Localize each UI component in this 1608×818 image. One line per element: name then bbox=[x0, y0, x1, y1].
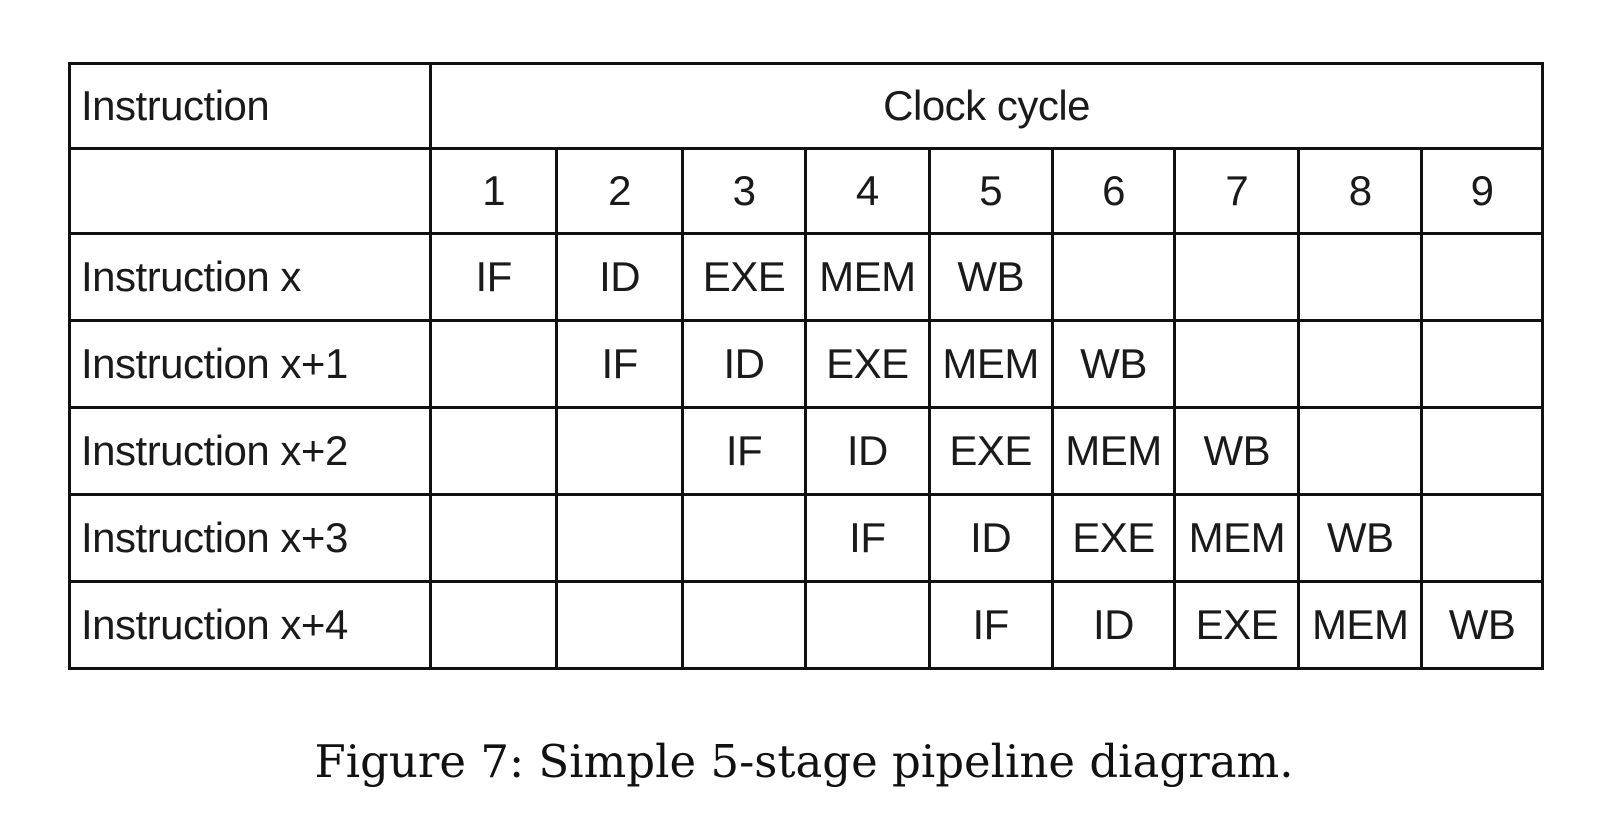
instruction-row: Instruction x+4 IF ID EXE MEM WB bbox=[67, 580, 1544, 670]
stage-cell bbox=[1050, 232, 1177, 322]
instruction-label: Instruction x+1 bbox=[67, 319, 433, 409]
cycle-row-label bbox=[67, 147, 433, 235]
stage-cell bbox=[1420, 493, 1544, 583]
stage-cell: IF bbox=[429, 232, 559, 322]
cycle-number: 2 bbox=[555, 147, 685, 235]
stage-cell bbox=[1297, 232, 1424, 322]
stage-cell: EXE bbox=[1050, 493, 1177, 583]
cycle-number: 8 bbox=[1297, 147, 1424, 235]
instruction-label: Instruction x+2 bbox=[67, 406, 433, 496]
cycle-number: 6 bbox=[1050, 147, 1177, 235]
stage-cell: EXE bbox=[1173, 580, 1301, 670]
stage-cell bbox=[555, 580, 685, 670]
stage-cell: IF bbox=[927, 580, 1054, 670]
stage-cell: MEM bbox=[1173, 493, 1301, 583]
stage-cell: MEM bbox=[1050, 406, 1177, 496]
stage-cell bbox=[1173, 232, 1301, 322]
cycle-number: 4 bbox=[803, 147, 931, 235]
stage-cell bbox=[429, 319, 559, 409]
instruction-label: Instruction x+3 bbox=[67, 493, 433, 583]
stage-cell: EXE bbox=[927, 406, 1054, 496]
stage-cell bbox=[429, 493, 559, 583]
instruction-row: Instruction x+2 IF ID EXE MEM WB bbox=[67, 406, 1544, 496]
cycle-number: 3 bbox=[681, 147, 807, 235]
stage-cell: MEM bbox=[1297, 580, 1424, 670]
cycle-number: 5 bbox=[927, 147, 1054, 235]
stage-cell: ID bbox=[555, 232, 685, 322]
stage-cell bbox=[429, 580, 559, 670]
stage-cell bbox=[1420, 232, 1544, 322]
instruction-row: Instruction x+1 IF ID EXE MEM WB bbox=[67, 319, 1544, 409]
stage-cell bbox=[1297, 406, 1424, 496]
figure-caption: Figure 7: Simple 5-stage pipeline diagra… bbox=[314, 735, 1294, 788]
stage-cell: WB bbox=[1173, 406, 1301, 496]
cycle-number: 7 bbox=[1173, 147, 1301, 235]
stage-cell: IF bbox=[803, 493, 931, 583]
stage-cell: EXE bbox=[681, 232, 807, 322]
corner-label: Instruction bbox=[67, 62, 433, 150]
stage-cell: ID bbox=[803, 406, 931, 496]
instruction-row: Instruction x IF ID EXE MEM WB bbox=[67, 232, 1544, 322]
clock-cycle-header: Clock cycle bbox=[429, 62, 1544, 150]
stage-cell: IF bbox=[555, 319, 685, 409]
stage-cell: WB bbox=[1420, 580, 1544, 670]
cycle-number: 9 bbox=[1420, 147, 1544, 235]
stage-cell: MEM bbox=[927, 319, 1054, 409]
instruction-label: Instruction x+4 bbox=[67, 580, 433, 670]
instruction-row: Instruction x+3 IF ID EXE MEM WB bbox=[67, 493, 1544, 583]
stage-cell bbox=[1173, 319, 1301, 409]
stage-cell bbox=[429, 406, 559, 496]
stage-cell: WB bbox=[927, 232, 1054, 322]
stage-cell: WB bbox=[1050, 319, 1177, 409]
stage-cell: EXE bbox=[803, 319, 931, 409]
stage-cell bbox=[1297, 319, 1424, 409]
stage-cell: ID bbox=[681, 319, 807, 409]
stage-cell bbox=[1420, 319, 1544, 409]
stage-cell bbox=[555, 493, 685, 583]
stage-cell bbox=[681, 493, 807, 583]
instruction-label: Instruction x bbox=[67, 232, 433, 322]
stage-cell bbox=[803, 580, 931, 670]
stage-cell: ID bbox=[1050, 580, 1177, 670]
header-row: Instruction Clock cycle bbox=[67, 62, 1544, 150]
stage-cell bbox=[1420, 406, 1544, 496]
stage-cell: ID bbox=[927, 493, 1054, 583]
stage-cell: MEM bbox=[803, 232, 931, 322]
stage-cell: IF bbox=[681, 406, 807, 496]
stage-cell: WB bbox=[1297, 493, 1424, 583]
stage-cell bbox=[681, 580, 807, 670]
cycle-number: 1 bbox=[429, 147, 559, 235]
stage-cell bbox=[555, 406, 685, 496]
